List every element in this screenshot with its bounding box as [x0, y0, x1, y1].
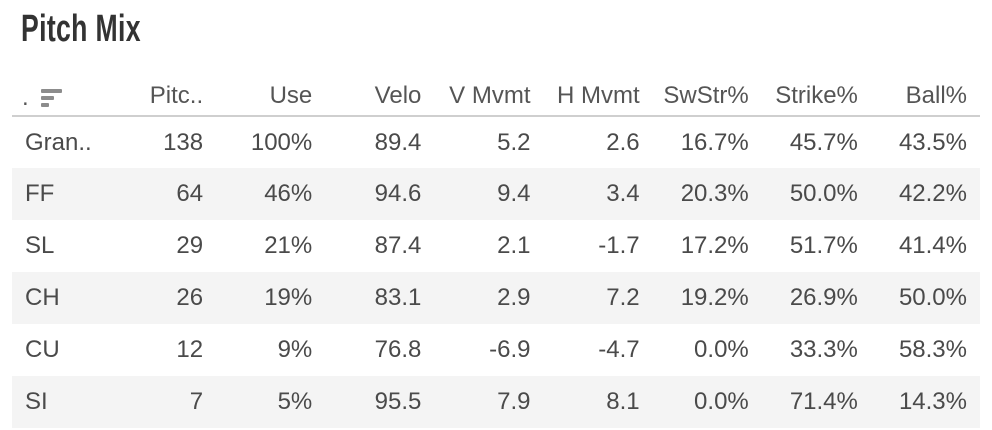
- value-cell[interactable]: 8.1: [606, 388, 640, 415]
- value-cell[interactable]: 42.2%: [898, 180, 967, 207]
- value-cell[interactable]: 26.9%: [789, 284, 858, 311]
- value-cell[interactable]: 3.4: [606, 180, 640, 207]
- value-cell[interactable]: 7: [189, 388, 204, 415]
- column-header-velo[interactable]: Velo: [325, 80, 435, 117]
- pitch-mix-table: . Pitc.. Use Velo V Mvmt H Mvmt SwStr% Strike%…: [12, 80, 980, 428]
- column-header-v-mvmt[interactable]: V Mvmt: [434, 80, 544, 117]
- row-header-label: .: [22, 86, 62, 110]
- value-cell[interactable]: 46%: [264, 180, 313, 207]
- value-cell[interactable]: 16.7%: [680, 128, 749, 156]
- value-cell[interactable]: 51.7%: [789, 232, 858, 259]
- pitch-type-cell[interactable]: CU: [25, 336, 60, 363]
- pitch-type-cell[interactable]: Gran..: [25, 128, 92, 156]
- value-cell[interactable]: 9.4: [497, 180, 531, 207]
- row-header-column[interactable]: .: [12, 80, 107, 117]
- value-cell[interactable]: 33.3%: [789, 336, 858, 363]
- value-cell[interactable]: 94.6: [374, 180, 422, 207]
- pitch-type-cell[interactable]: FF: [25, 180, 55, 207]
- value-cell[interactable]: 64: [176, 180, 204, 207]
- value-cell[interactable]: 26: [176, 284, 204, 311]
- value-cell[interactable]: 21%: [264, 232, 313, 259]
- value-cell[interactable]: 7.2: [606, 284, 640, 311]
- value-cell[interactable]: 76.8: [374, 336, 422, 363]
- table-row[interactable]: CH 26 19% 83.1 2.9 7.2 19.2% 26.9% 50.0%: [12, 272, 980, 324]
- value-cell[interactable]: 17.2%: [680, 232, 749, 259]
- value-cell[interactable]: 45.7%: [789, 128, 858, 156]
- value-cell[interactable]: 2.9: [497, 284, 531, 311]
- value-cell[interactable]: 43.5%: [898, 128, 967, 156]
- value-cell[interactable]: 0.0%: [694, 388, 749, 415]
- value-cell[interactable]: 89.4: [374, 128, 422, 156]
- value-cell[interactable]: 29: [176, 232, 204, 259]
- column-header-pitc[interactable]: Pitc..: [107, 80, 217, 117]
- value-cell[interactable]: 2.1: [497, 232, 531, 259]
- value-cell[interactable]: -6.9: [489, 336, 531, 363]
- value-cell[interactable]: 19%: [264, 284, 313, 311]
- value-cell[interactable]: 20.3%: [680, 180, 749, 207]
- value-cell[interactable]: 41.4%: [898, 232, 967, 259]
- table-body: Gran.. 138 100% 89.4 5.2 2.6 16.7% 45.7% 43.5% FF…: [12, 116, 980, 428]
- table-row[interactable]: CU 12 9% 76.8 -6.9 -4.7 0.0% 33.3% 58.3%: [12, 324, 980, 376]
- column-header-swstr[interactable]: SwStr%: [652, 80, 762, 117]
- column-header-ball[interactable]: Ball%: [870, 80, 980, 117]
- sort-descending-icon[interactable]: [40, 89, 62, 107]
- pitch-type-cell[interactable]: SL: [25, 232, 55, 259]
- table-row[interactable]: SI 7 5% 95.5 7.9 8.1 0.0% 71.4% 14.3%: [12, 376, 980, 428]
- column-header-strike[interactable]: Strike%: [761, 80, 871, 117]
- value-cell[interactable]: 50.0%: [898, 284, 967, 311]
- table-row[interactable]: Gran.. 138 100% 89.4 5.2 2.6 16.7% 45.7% 43.5%: [12, 116, 980, 168]
- column-header-use[interactable]: Use: [216, 80, 326, 117]
- table-row[interactable]: FF 64 46% 94.6 9.4 3.4 20.3% 50.0% 42.2%: [12, 168, 980, 220]
- value-cell[interactable]: 14.3%: [898, 388, 967, 415]
- value-cell[interactable]: 50.0%: [789, 180, 858, 207]
- value-cell[interactable]: 2.6: [606, 128, 640, 156]
- truncated-field-label[interactable]: .: [22, 84, 29, 111]
- value-cell[interactable]: 71.4%: [789, 388, 858, 415]
- value-cell[interactable]: 5.2: [497, 128, 531, 156]
- pitch-type-cell[interactable]: CH: [25, 284, 60, 311]
- value-cell[interactable]: 5%: [277, 388, 313, 415]
- value-cell[interactable]: -1.7: [598, 232, 640, 259]
- header-row: . Pitc.. Use Velo V Mvmt H Mvmt SwStr% Strike%…: [12, 80, 980, 117]
- value-cell[interactable]: 12: [176, 336, 204, 363]
- table-row[interactable]: SL 29 21% 87.4 2.1 -1.7 17.2% 51.7% 41.4%: [12, 220, 980, 272]
- value-cell[interactable]: 0.0%: [694, 336, 749, 363]
- value-cell[interactable]: 9%: [277, 336, 313, 363]
- page-title: Pitch Mix: [21, 8, 141, 50]
- value-cell[interactable]: 95.5: [374, 388, 422, 415]
- column-header-h-mvmt[interactable]: H Mvmt: [543, 80, 653, 117]
- value-cell[interactable]: 100%: [250, 128, 313, 156]
- value-cell[interactable]: 19.2%: [680, 284, 749, 311]
- value-cell[interactable]: 7.9: [497, 388, 531, 415]
- value-cell[interactable]: 87.4: [374, 232, 422, 259]
- pitch-type-cell[interactable]: SI: [25, 388, 48, 415]
- value-cell[interactable]: 138: [163, 128, 204, 156]
- value-cell[interactable]: 58.3%: [898, 336, 967, 363]
- value-cell[interactable]: -4.7: [598, 336, 640, 363]
- value-cell[interactable]: 83.1: [374, 284, 422, 311]
